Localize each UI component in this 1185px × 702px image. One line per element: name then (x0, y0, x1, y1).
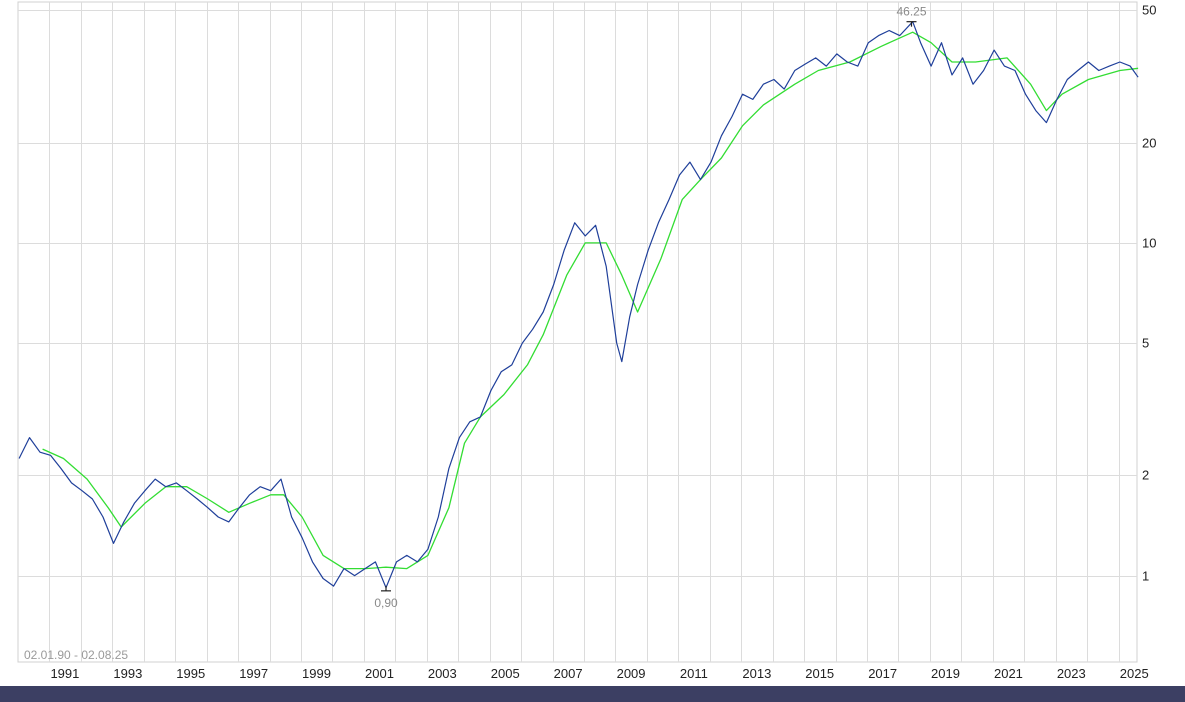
y-tick-label: 2 (1142, 468, 1149, 483)
annotations: 46.25 0,90 (374, 5, 927, 610)
plot-frame (17, 1, 1138, 663)
x-tick-label: 1999 (302, 666, 331, 681)
footer-bar (0, 686, 1185, 702)
series-layer (18, 21, 1139, 589)
x-tick-label: 2009 (617, 666, 646, 681)
series-line-price (18, 21, 1139, 589)
x-tick-label: 2005 (491, 666, 520, 681)
x-axis-ticks: 1991 1993 1995 1997 1999 2001 2003 2005 2007 2009… (50, 666, 1148, 681)
x-tick-label: 2017 (868, 666, 897, 681)
date-range-label: 02.01.90 - 02.08.25 (24, 648, 128, 662)
y-tick-label: 20 (1142, 136, 1156, 151)
x-tick-label: 2019 (931, 666, 960, 681)
x-tick-label: 1995 (176, 666, 205, 681)
x-tick-label: 2011 (680, 666, 708, 681)
low-value-label: 0,90 (374, 596, 398, 610)
x-tick-label: 1997 (239, 666, 268, 681)
price-chart: 46.25 0,90 1 2 5 10 20 50 1991 1993 1995 1997 1999… (17, 1, 1156, 681)
y-tick-label: 50 (1142, 3, 1156, 18)
x-tick-label: 2021 (994, 666, 1023, 681)
x-tick-label: 2025 (1120, 666, 1149, 681)
y-tick-label: 5 (1142, 336, 1149, 351)
x-tick-label: 2003 (428, 666, 457, 681)
series-line-moving-average (42, 31, 1139, 570)
high-value-label: 46.25 (896, 5, 926, 19)
grid (17, 1, 1138, 663)
x-tick-label: 2013 (742, 666, 771, 681)
y-axis-ticks: 1 2 5 10 20 50 (1142, 3, 1156, 584)
x-tick-label: 2023 (1057, 666, 1086, 681)
y-tick-label: 1 (1142, 569, 1149, 584)
x-tick-label: 1991 (50, 666, 79, 681)
y-tick-label: 10 (1142, 236, 1156, 251)
x-tick-label: 2007 (554, 666, 583, 681)
x-tick-label: 1993 (113, 666, 142, 681)
x-tick-label: 2001 (365, 666, 394, 681)
x-tick-label: 2015 (805, 666, 834, 681)
